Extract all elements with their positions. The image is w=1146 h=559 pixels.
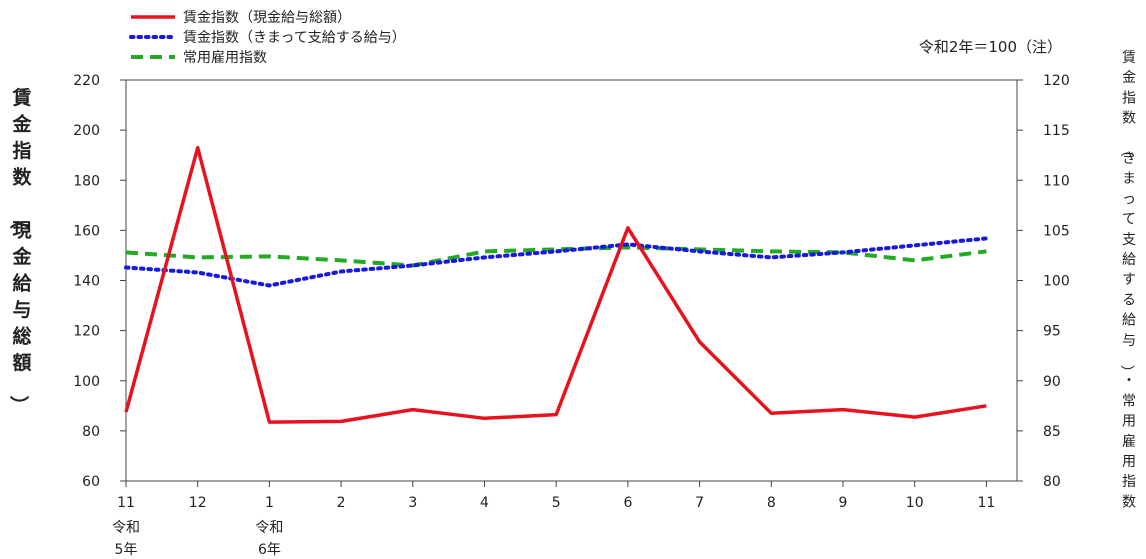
x-tick-label: 10 bbox=[906, 495, 924, 511]
right-axis-title: 賃金指数（きまって支給する給与）・常用雇用指数 bbox=[1118, 50, 1136, 510]
x-tick-label: 2 bbox=[337, 495, 346, 511]
left-tick-label: 80 bbox=[82, 424, 100, 440]
x-year-label: 6年 bbox=[258, 542, 281, 558]
axis-ticks: 6080100120140160180200220808590951001051… bbox=[73, 73, 1069, 558]
x-era-label: 令和 bbox=[255, 520, 283, 536]
right-tick-label: 95 bbox=[1043, 324, 1061, 340]
right-tick-label: 120 bbox=[1043, 73, 1070, 89]
x-tick-label: 11 bbox=[117, 495, 135, 511]
left-title-text: 賃金指数（現金給与総額） bbox=[7, 86, 32, 415]
left-tick-label: 200 bbox=[73, 123, 100, 139]
x-tick-label: 7 bbox=[695, 495, 704, 511]
x-tick-label: 8 bbox=[767, 495, 776, 511]
left-tick-label: 60 bbox=[82, 474, 100, 490]
series-line-2 bbox=[125, 245, 987, 268]
right-tick-label: 85 bbox=[1043, 424, 1061, 440]
x-tick-label: 5 bbox=[552, 495, 561, 511]
plot-area bbox=[125, 79, 1018, 482]
right-tick-label: 90 bbox=[1043, 374, 1061, 390]
left-tick-label: 100 bbox=[73, 374, 100, 390]
right-tick-label: 105 bbox=[1043, 223, 1070, 239]
left-tick-label: 160 bbox=[73, 223, 100, 239]
series-line-0 bbox=[124, 145, 987, 424]
right-tick-label: 80 bbox=[1043, 474, 1061, 490]
series-line-1 bbox=[124, 236, 989, 288]
x-tick-label: 3 bbox=[408, 495, 417, 511]
legend-label-0: 賃金指数（現金給与総額） bbox=[183, 10, 351, 26]
left-axis-title: 賃金指数（現金給与総額） bbox=[7, 86, 32, 415]
legend: 賃金指数（現金給与総額） 賃金指数（きまって支給する給与） 常用雇用指数 bbox=[129, 10, 406, 66]
left-tick-label: 120 bbox=[73, 324, 100, 340]
series-lines bbox=[124, 145, 989, 424]
left-tick-label: 220 bbox=[73, 73, 100, 89]
legend-label-1: 賃金指数（きまって支給する給与） bbox=[183, 30, 406, 46]
x-tick-label: 11 bbox=[977, 495, 995, 511]
x-tick-label: 12 bbox=[189, 495, 207, 511]
base-year-note: 令和2年＝100（注） bbox=[919, 38, 1062, 56]
x-tick-label: 1 bbox=[265, 495, 274, 511]
x-era-label: 令和 bbox=[112, 520, 140, 536]
x-tick-label: 4 bbox=[480, 495, 489, 511]
x-tick-label: 9 bbox=[839, 495, 848, 511]
left-tick-label: 140 bbox=[73, 274, 100, 290]
right-tick-label: 100 bbox=[1043, 274, 1070, 290]
right-tick-label: 115 bbox=[1043, 123, 1070, 139]
x-year-label: 5年 bbox=[115, 542, 138, 558]
x-tick-label: 6 bbox=[623, 495, 632, 511]
right-tick-label: 110 bbox=[1043, 173, 1070, 189]
legend-label-2: 常用雇用指数 bbox=[183, 49, 267, 66]
right-title-text: 賃金指数（きまって支給する給与）・常用雇用指数 bbox=[1118, 50, 1136, 510]
left-tick-label: 180 bbox=[73, 173, 100, 189]
